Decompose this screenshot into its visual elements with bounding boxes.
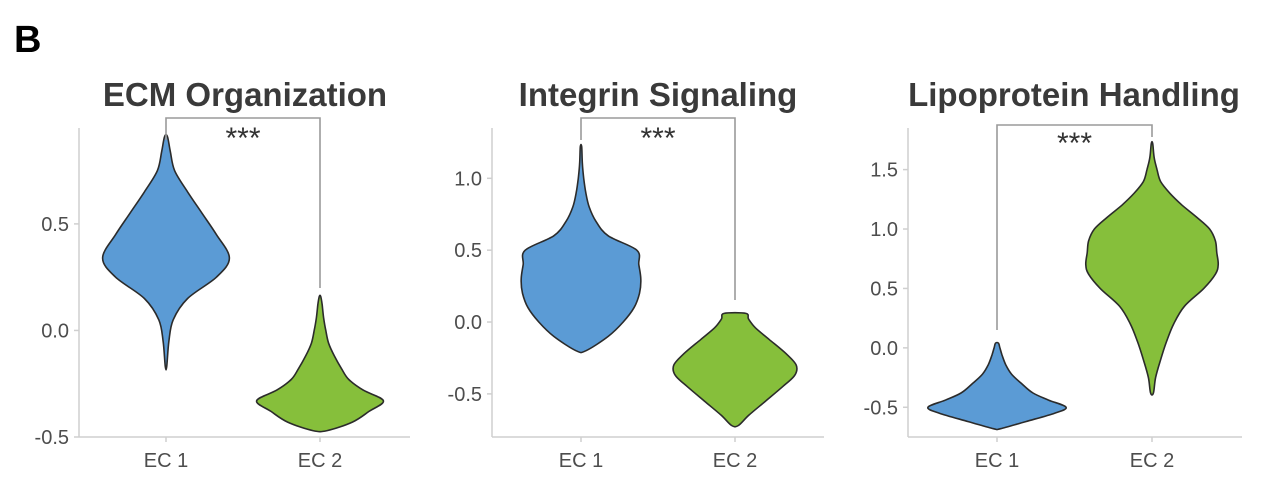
significance-label: ***	[1057, 127, 1092, 160]
panel-plot-area: 0.5 0.0 -0.5 EC 1 EC 2 ***	[35, 117, 410, 472]
violin-ec-1	[520, 143, 642, 354]
x-tick-label: EC 2	[713, 450, 757, 472]
violin-ec-2	[255, 294, 385, 433]
panel-title: Lipoprotein Handling	[908, 76, 1240, 113]
significance-bracket	[165, 117, 321, 288]
y-tick-label: -0.5	[448, 384, 482, 406]
violin-ec-1	[101, 133, 231, 371]
y-tick-label: 1.0	[870, 219, 898, 241]
x-tick-label: EC 2	[1130, 450, 1174, 472]
y-tick-label: 1.5	[870, 160, 898, 182]
y-tick-label: -0.5	[35, 427, 69, 449]
y-tick-label: 0.0	[41, 320, 69, 342]
panel-title: ECM Organization	[103, 76, 387, 113]
panel-lipoprotein-handling: Lipoprotein Handling 1.5 1.0 0.5 0.0 -0.5 EC …	[864, 76, 1242, 472]
x-tick-label: EC 1	[144, 450, 188, 472]
significance-label: ***	[225, 122, 260, 155]
y-tick-label: -0.5	[864, 397, 898, 419]
y-tick-label: 1.0	[454, 168, 482, 190]
x-tick-label: EC 1	[559, 450, 603, 472]
y-tick-label: 0.5	[870, 278, 898, 300]
y-tick-label: 0.0	[870, 338, 898, 360]
significance-bracket	[996, 124, 1153, 330]
panel-plot-area: 1.0 0.5 0.0 -0.5 EC 1 EC 2 ***	[448, 117, 824, 472]
significance-label: ***	[640, 122, 675, 155]
panel-plot-area: 1.5 1.0 0.5 0.0 -0.5 EC 1 EC 2 ***	[864, 124, 1242, 472]
significance-bracket	[580, 117, 736, 300]
y-tick-label: 0.0	[454, 312, 482, 334]
panel-letter: B	[14, 19, 41, 61]
violin-ec-2	[1084, 140, 1220, 396]
y-tick-label: 0.5	[454, 240, 482, 262]
violin-ec-2	[672, 311, 798, 428]
x-tick-label: EC 2	[298, 450, 342, 472]
violin-ec-1	[927, 341, 1067, 431]
panel-integrin-signaling: Integrin Signaling 1.0 0.5 0.0 -0.5 EC 1 EC 2…	[448, 76, 824, 472]
panel-title: Integrin Signaling	[519, 76, 798, 113]
panel-ecm-organization: ECM Organization 0.5 0.0 -0.5 EC 1 EC 2 ***	[35, 76, 410, 472]
y-tick-label: 0.5	[41, 214, 69, 236]
x-tick-label: EC 1	[975, 450, 1019, 472]
